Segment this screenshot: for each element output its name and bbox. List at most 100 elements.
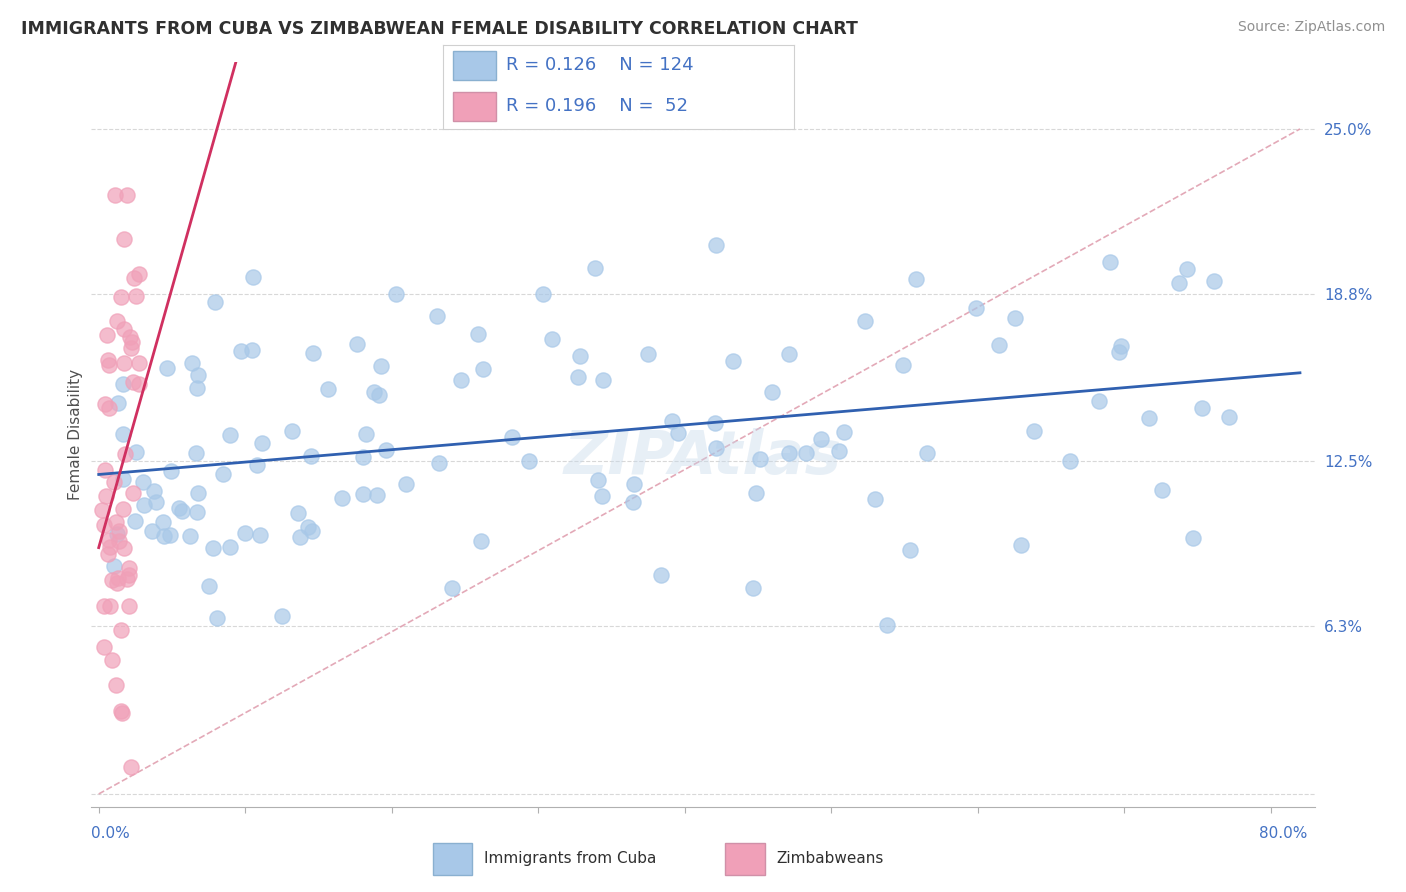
Point	[186, 446, 208, 460]
Point	[128, 267, 150, 281]
Point	[330, 491, 353, 506]
Point	[1181, 531, 1204, 545]
Point	[363, 384, 385, 399]
Point	[112, 321, 135, 335]
Point	[105, 516, 128, 530]
Point	[128, 355, 150, 369]
Point	[98, 533, 121, 547]
Point	[187, 486, 209, 500]
Point	[427, 456, 450, 470]
Point	[1168, 277, 1191, 291]
Point	[567, 370, 589, 384]
Point	[120, 341, 142, 355]
Point	[94, 462, 117, 476]
Point	[104, 678, 127, 692]
Point	[98, 541, 121, 555]
Point	[111, 376, 134, 391]
Point	[115, 188, 138, 202]
Point	[186, 505, 208, 519]
Point	[111, 706, 134, 720]
Point	[588, 473, 610, 487]
Point	[745, 485, 768, 500]
Point	[761, 384, 783, 399]
Point	[1191, 401, 1213, 415]
Point	[110, 623, 132, 637]
Point	[114, 447, 136, 461]
Point	[93, 640, 115, 654]
FancyBboxPatch shape	[725, 844, 765, 874]
Point	[125, 444, 148, 458]
Point	[179, 529, 201, 543]
Point	[898, 542, 921, 557]
Point	[242, 270, 264, 285]
Point	[93, 517, 115, 532]
Point	[246, 458, 269, 473]
Point	[426, 309, 449, 323]
Point	[153, 529, 176, 543]
Point	[97, 353, 120, 368]
Point	[128, 376, 150, 391]
Point	[240, 343, 263, 358]
Point	[112, 232, 135, 246]
Point	[94, 490, 117, 504]
Point	[863, 491, 886, 506]
Point	[591, 489, 613, 503]
Point	[112, 541, 135, 555]
Point	[287, 506, 309, 520]
Text: IMMIGRANTS FROM CUBA VS ZIMBABWEAN FEMALE DISABILITY CORRELATION CHART: IMMIGRANTS FROM CUBA VS ZIMBABWEAN FEMAL…	[21, 20, 858, 37]
Point	[93, 599, 115, 613]
Point	[1108, 345, 1130, 359]
Point	[366, 488, 388, 502]
Point	[212, 467, 235, 482]
Point	[186, 381, 208, 395]
Point	[160, 464, 183, 478]
Point	[704, 416, 727, 430]
Point	[118, 568, 141, 582]
Point	[91, 502, 114, 516]
Point	[118, 599, 141, 613]
Point	[965, 301, 987, 315]
Point	[623, 477, 645, 491]
Point	[1137, 411, 1160, 425]
Point	[105, 527, 128, 541]
Point	[704, 238, 727, 252]
FancyBboxPatch shape	[453, 52, 495, 80]
Point	[1087, 393, 1109, 408]
Point	[100, 573, 122, 587]
Point	[467, 327, 489, 342]
Point	[218, 428, 240, 442]
Point	[249, 528, 271, 542]
Point	[876, 618, 898, 632]
Point	[592, 373, 614, 387]
Text: ZIPAtlas: ZIPAtlas	[564, 427, 842, 487]
Point	[252, 435, 274, 450]
Point	[105, 576, 128, 591]
Point	[105, 314, 128, 328]
Point	[121, 334, 143, 349]
Point	[132, 475, 155, 489]
Point	[470, 533, 492, 548]
Point	[352, 450, 374, 464]
Point	[103, 475, 125, 490]
Point	[141, 524, 163, 538]
Point	[108, 524, 131, 538]
Text: R = 0.126    N = 124: R = 0.126 N = 124	[506, 56, 693, 74]
Point	[395, 477, 418, 491]
Point	[118, 561, 141, 575]
Point	[152, 515, 174, 529]
Point	[1059, 454, 1081, 468]
Point	[354, 427, 377, 442]
Point	[828, 444, 851, 458]
Point	[721, 354, 744, 368]
Point	[111, 501, 134, 516]
Point	[169, 500, 191, 515]
Point	[122, 375, 145, 389]
Point	[905, 272, 928, 286]
FancyBboxPatch shape	[433, 844, 472, 874]
Point	[120, 760, 142, 774]
Point	[385, 287, 408, 301]
Point	[301, 524, 323, 538]
Point	[1022, 424, 1045, 438]
Point	[741, 581, 763, 595]
Point	[96, 327, 118, 342]
